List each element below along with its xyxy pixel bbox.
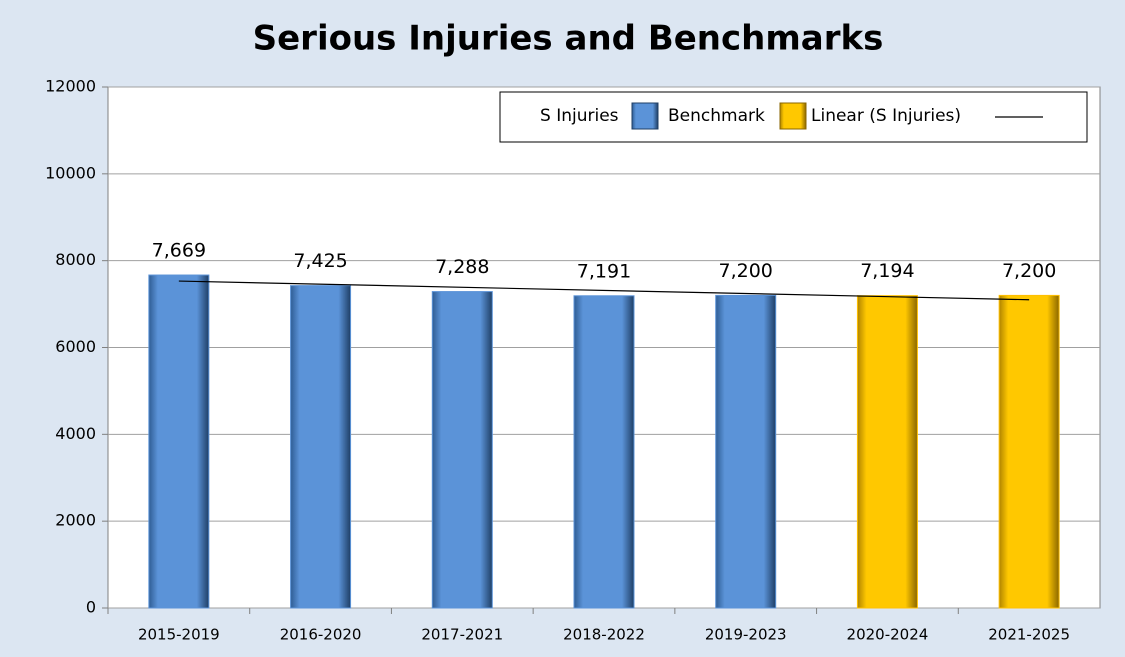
y-tick-label: 10000 (45, 163, 96, 182)
x-tick-label: 2018-2022 (563, 626, 645, 644)
y-tick-label: 8000 (55, 250, 96, 269)
bar (998, 294, 1060, 609)
bar (148, 274, 210, 609)
legend-label: Linear (S Injuries) (811, 106, 961, 126)
x-tick-label: 2017-2021 (421, 626, 503, 644)
x-tick-label: 2020-2024 (847, 626, 929, 644)
legend-swatch (631, 102, 659, 130)
x-tick-label: 2016-2020 (280, 626, 362, 644)
value-label: 7,288 (435, 256, 489, 278)
trend-line (178, 280, 1030, 301)
y-tick-label: 12000 (45, 77, 96, 96)
bar (290, 285, 352, 609)
y-tick-label: 4000 (55, 424, 96, 443)
legend-label: S Injuries (540, 106, 619, 126)
value-label: 7,191 (577, 260, 631, 282)
bar (573, 295, 635, 609)
chart-title: Serious Injuries and Benchmarks (253, 19, 884, 59)
y-tick-label: 6000 (55, 337, 96, 356)
marks (148, 274, 1060, 609)
value-label: 7,200 (719, 260, 773, 282)
x-tick-label: 2019-2023 (705, 626, 787, 644)
bar (856, 295, 918, 609)
bar (431, 291, 493, 609)
y-tick-label: 2000 (55, 511, 96, 530)
value-label: 7,194 (860, 260, 914, 282)
legend-swatch (779, 102, 807, 130)
bar (715, 294, 777, 609)
value-label: 7,669 (152, 240, 206, 262)
value-label: 7,425 (293, 250, 347, 272)
value-label: 7,200 (1002, 260, 1056, 282)
legend-label: Benchmark (668, 106, 765, 126)
y-tick-label: 0 (86, 598, 96, 617)
x-tick-label: 2015-2019 (138, 626, 220, 644)
x-tick-label: 2021-2025 (988, 626, 1070, 644)
